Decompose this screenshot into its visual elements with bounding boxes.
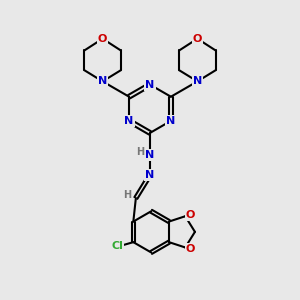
Text: O: O bbox=[98, 34, 107, 44]
Text: N: N bbox=[98, 76, 107, 86]
Text: N: N bbox=[193, 76, 202, 86]
Text: N: N bbox=[146, 80, 154, 90]
Text: O: O bbox=[186, 210, 195, 220]
Text: Cl: Cl bbox=[112, 241, 123, 251]
Text: H: H bbox=[136, 147, 145, 157]
Text: O: O bbox=[186, 244, 195, 254]
Text: N: N bbox=[146, 150, 154, 160]
Text: N: N bbox=[166, 116, 176, 126]
Text: N: N bbox=[124, 116, 134, 126]
Text: O: O bbox=[193, 34, 202, 44]
Text: N: N bbox=[146, 170, 154, 180]
Text: H: H bbox=[124, 190, 132, 200]
